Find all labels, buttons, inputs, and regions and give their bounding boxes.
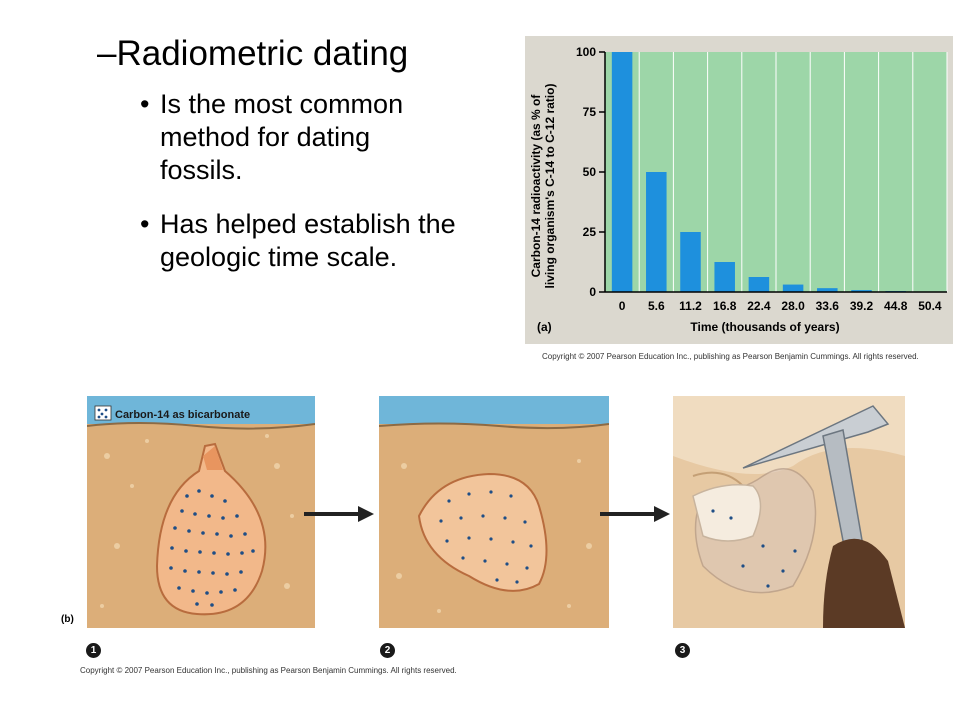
buried-shell-illustration [379,396,609,628]
x-tick-label: 0 [619,299,626,313]
carbon-14-decay-chart: 0 25 50 75 100 0 5.6 11.2 16.8 22.4 28.0 33.6 39.2 44… [529,45,948,334]
figure-a-label: (a) [537,320,552,334]
y-axis-label-line-1: Carbon-14 radioactivity (as % of [529,94,543,278]
x-tick-label: 28.0 [781,299,805,313]
legend-swatch-icon [94,405,112,421]
bullet-marker: • [140,209,150,239]
water-area [87,396,315,426]
copyright-notice: Copyright © 2007 Pearson Education Inc.,… [542,352,919,361]
bullet-text: Has helped establish the geologic time s… [160,209,456,272]
bar [611,52,633,292]
bullet-text: Is the most common method for dating fos… [160,89,404,185]
x-tick-label: 11.2 [679,299,702,313]
clam-shell [417,472,548,592]
bar [748,277,770,292]
arrow-right-icon [600,506,670,522]
slide-heading: –Radiometric dating [97,34,409,73]
x-tick-label: 22.4 [747,299,771,313]
y-tick-label: 25 [583,225,597,239]
bar [851,290,872,292]
y-axis-label-line-2: living organism's C-14 to C-12 ratio) [543,84,557,289]
carbon-14-dots [169,489,255,607]
fossil-shell [692,484,762,542]
hand-icon [823,538,905,628]
bar [714,262,735,292]
y-tick-label: 100 [576,45,596,59]
step-number-badge: 2 [380,643,395,658]
step-number-badge: 1 [86,643,101,658]
y-tick-label: 50 [583,165,597,179]
x-tick-label: 39.2 [850,299,874,313]
step-number-badge: 3 [675,643,690,658]
bar [817,288,838,292]
bullet-marker: • [140,89,150,119]
bar [646,172,667,292]
y-tick-label: 0 [589,285,596,299]
x-tick-label: 50.4 [918,299,942,313]
x-tick-label: 44.8 [884,299,908,313]
excavation-illustration [673,396,905,628]
living-shell-illustration: Carbon-14 as bicarbonate [87,396,315,628]
carbon-14-dots [439,490,533,584]
x-tick-label: 5.6 [648,299,665,313]
y-tick-label: 75 [583,105,597,119]
fossil-panel-living-shell: Carbon-14 as bicarbonate [87,396,315,628]
bar [782,284,804,292]
copyright-notice: Copyright © 2007 Pearson Education Inc.,… [80,666,457,675]
x-tick-label: 33.6 [816,299,840,313]
x-axis-label: Time (thousands of years) [690,320,839,334]
legend-label: Carbon-14 as bicarbonate [115,409,250,421]
x-tick-label: 16.8 [713,299,737,313]
figure-b-label: (b) [61,614,74,625]
fossil-panel-buried-shell [379,396,609,628]
arrow-right-icon [304,506,374,522]
fossil-panel-excavation [673,396,905,628]
bar [680,232,701,292]
clam-siphon [203,446,223,470]
water-area [379,396,609,426]
